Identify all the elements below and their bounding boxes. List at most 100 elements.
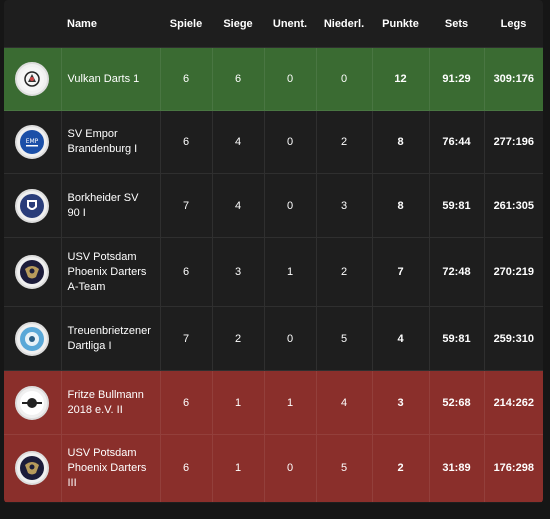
- team-name-cell[interactable]: Borkheider SV 90 I: [60, 173, 160, 238]
- col-losses-header[interactable]: Niederl.: [323, 17, 365, 30]
- standings-panel: Name Spiele Siege Unent. Niederl. Punkte…: [4, 0, 543, 503]
- games-cell: 6: [159, 237, 212, 307]
- table-row[interactable]: Fritze Bullmann 2018 e.V. II 6 1 1 4 3 52:68 214…: [4, 370, 543, 435]
- wins-cell: 4: [211, 173, 264, 238]
- borkheider-sv-logo-icon: [15, 188, 50, 223]
- col-points-header[interactable]: Punkte: [382, 17, 419, 30]
- team-name-line: USV Potsdam: [67, 446, 137, 459]
- points-cell: 8: [371, 110, 429, 174]
- table-row[interactable]: USV Potsdam Phoenix Darters A-Team 6 3 1 2 7 72:…: [4, 237, 543, 307]
- team-name-cell[interactable]: Treuenbrietzener Dartliga I: [60, 306, 160, 371]
- games-cell: 6: [159, 47, 212, 111]
- points-cell: 12: [371, 47, 429, 111]
- draws-cell: 0: [263, 173, 316, 238]
- sets-cell: 59:81: [428, 306, 484, 371]
- draws-cell: 0: [263, 47, 316, 111]
- team-logo-cell: [4, 370, 61, 435]
- team-logo-cell: [4, 47, 61, 111]
- draws-cell: 0: [263, 306, 316, 371]
- team-name-line: A-Team: [67, 280, 106, 293]
- team-name-cell[interactable]: Fritze Bullmann 2018 e.V. II: [60, 370, 160, 435]
- table-row[interactable]: USV Potsdam Phoenix Darters III 6 1 0 5 2 31:89 1…: [4, 434, 543, 502]
- col-wins-header[interactable]: Siege: [223, 17, 253, 30]
- team-logo-cell: [4, 173, 61, 238]
- sets-cell: 52:68: [428, 370, 484, 435]
- team-name-line: Vulkan Darts 1: [67, 72, 140, 85]
- phoenix-darters-logo-icon: [15, 451, 50, 486]
- legs-cell: 259:310: [483, 306, 543, 371]
- team-name-line: USV Potsdam: [67, 250, 137, 263]
- points-cell: 7: [371, 237, 429, 307]
- draws-cell: 0: [263, 110, 316, 174]
- team-name-cell[interactable]: USV Potsdam Phoenix Darters A-Team: [60, 237, 160, 307]
- table-row[interactable]: EMP SV Empor Brandenburg I 6 4 0 2 8 76:44 277:19…: [4, 110, 543, 174]
- table-row[interactable]: Vulkan Darts 1 6 6 0 0 12 91:29 309:176: [4, 47, 543, 111]
- col-draws-header[interactable]: Unent.: [272, 17, 308, 30]
- table-header-row: Name Spiele Siege Unent. Niederl. Punkte…: [4, 0, 543, 48]
- table-row[interactable]: Borkheider SV 90 I 7 4 0 3 8 59:81 261:305: [4, 173, 543, 238]
- team-name-cell[interactable]: Vulkan Darts 1: [60, 47, 160, 111]
- col-logo-header: [4, 0, 61, 48]
- wins-cell: 2: [211, 306, 264, 371]
- points-cell: 3: [371, 370, 429, 435]
- games-cell: 7: [159, 173, 212, 238]
- standings-table: Name Spiele Siege Unent. Niederl. Punkte…: [4, 0, 543, 502]
- games-cell: 6: [159, 434, 212, 502]
- team-name-line: Treuenbrietzener: [67, 324, 151, 337]
- wins-cell: 4: [211, 110, 264, 174]
- wins-cell: 6: [211, 47, 264, 111]
- team-logo-cell: [4, 434, 61, 502]
- games-cell: 6: [159, 110, 212, 174]
- team-name-line: SV Empor: [67, 128, 118, 140]
- col-sets-header[interactable]: Sets: [444, 17, 469, 30]
- team-name-line: Borkheider SV: [67, 191, 139, 204]
- team-logo-cell: EMP: [4, 110, 61, 174]
- legs-cell: 214:262: [483, 370, 543, 435]
- team-name-line: 90 I: [67, 206, 86, 219]
- wins-cell: 3: [211, 237, 264, 307]
- col-games-header[interactable]: Spiele: [169, 17, 203, 30]
- team-logo-cell: [4, 306, 61, 371]
- losses-cell: 5: [315, 306, 372, 371]
- wins-cell: 1: [211, 434, 264, 502]
- team-name-line: III: [67, 476, 77, 489]
- treuenbrietzener-logo-icon: [15, 321, 50, 356]
- team-name-cell[interactable]: USV Potsdam Phoenix Darters III: [60, 434, 160, 502]
- team-name-line: Fritze Bullmann: [67, 388, 144, 401]
- col-name-header[interactable]: Name: [67, 17, 97, 30]
- losses-cell: 4: [315, 370, 372, 435]
- sets-cell: 91:29: [428, 47, 484, 111]
- losses-cell: 2: [315, 110, 372, 174]
- sv-empor-logo-icon: EMP: [15, 125, 50, 159]
- team-name-line: Dartliga I: [67, 339, 112, 352]
- sets-cell: 72:48: [428, 237, 484, 307]
- legs-cell: 176:298: [483, 434, 543, 502]
- draws-cell: 0: [263, 434, 316, 502]
- points-cell: 8: [371, 173, 429, 238]
- team-name-line: Brandenburg I: [67, 143, 138, 155]
- losses-cell: 5: [315, 434, 372, 502]
- table-row[interactable]: Treuenbrietzener Dartliga I 7 2 0 5 4 59:81 259:…: [4, 306, 543, 371]
- legs-cell: 261:305: [483, 173, 543, 238]
- svg-text:EMP: EMP: [26, 138, 39, 145]
- draws-cell: 1: [263, 237, 316, 307]
- losses-cell: 2: [315, 237, 372, 307]
- sets-cell: 31:89: [428, 434, 484, 502]
- losses-cell: 3: [315, 173, 372, 238]
- team-name-cell[interactable]: SV Empor Brandenburg I: [60, 110, 160, 174]
- points-cell: 2: [371, 434, 429, 502]
- team-name-line: 2018 e.V. II: [67, 403, 123, 416]
- points-cell: 4: [371, 306, 429, 371]
- team-logo-cell: [4, 237, 61, 307]
- losses-cell: 0: [315, 47, 372, 111]
- sets-cell: 59:81: [428, 173, 484, 238]
- phoenix-darters-logo-icon: [15, 255, 50, 289]
- draws-cell: 1: [263, 370, 316, 435]
- col-legs-header[interactable]: Legs: [500, 17, 527, 30]
- team-name-line: Phoenix Darters: [67, 265, 147, 278]
- fritze-bullmann-logo-icon: [15, 385, 50, 420]
- team-name-line: Phoenix Darters: [67, 461, 147, 474]
- legs-cell: 277:196: [483, 110, 543, 174]
- sets-cell: 76:44: [428, 110, 484, 174]
- games-cell: 6: [159, 370, 212, 435]
